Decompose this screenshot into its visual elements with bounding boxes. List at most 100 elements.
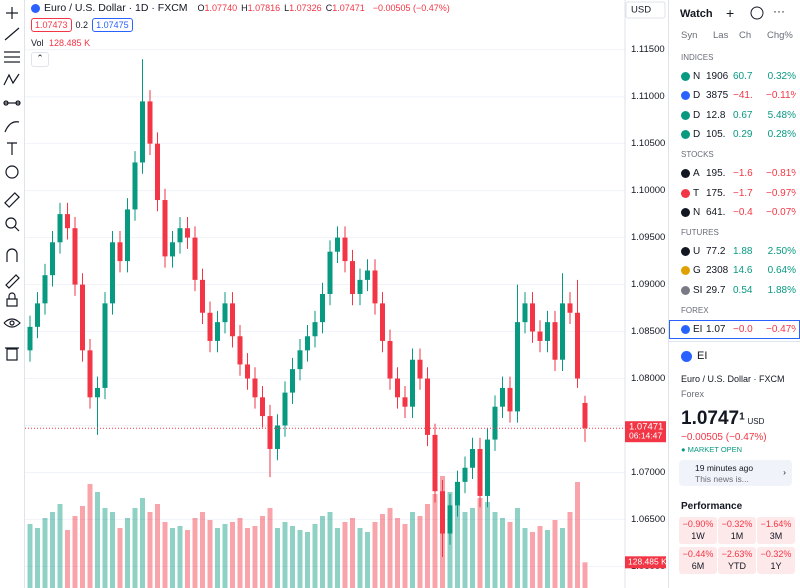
- change-percent: −0.97%: [766, 187, 796, 199]
- volume-bar: [177, 526, 183, 588]
- legend-row: Euro / U.S. Dollar · 1D · FXCM O1.07740 H…: [31, 2, 450, 14]
- prediction-tool[interactable]: [3, 100, 21, 106]
- volume-bar: [27, 524, 33, 588]
- candle-body: [335, 237, 340, 252]
- pattern-tool[interactable]: [3, 73, 20, 86]
- watchlist-title[interactable]: Watch: [680, 8, 713, 20]
- last-price-badge: [625, 421, 666, 443]
- volume-bar: [155, 504, 160, 588]
- volume-bar: [110, 512, 115, 588]
- watchlist-row[interactable]: A 195. −1.6 −0.81%: [669, 164, 800, 183]
- watchlist-row[interactable]: D 105. 0.29 0.28%: [669, 125, 800, 144]
- volume-bar: [65, 530, 70, 588]
- trendline-tool[interactable]: [4, 27, 20, 41]
- symbol-icon: [681, 207, 690, 217]
- section-label: FUTURES: [681, 228, 719, 238]
- candle-body: [27, 326, 33, 351]
- symbol: D: [693, 90, 701, 102]
- watchlist-row[interactable]: SI 29.7 0.54 1.88%: [669, 281, 800, 300]
- buy-button[interactable]: 1.07475: [92, 18, 133, 32]
- volume-bar: [290, 526, 295, 588]
- magnet-tool[interactable]: [6, 248, 18, 262]
- brush-tool[interactable]: [4, 121, 20, 133]
- candle-body: [522, 303, 528, 323]
- watchlist-row[interactable]: N 1906 60.7 0.32%: [669, 67, 800, 86]
- visibility-tool[interactable]: [3, 318, 21, 328]
- volume-bar: [140, 498, 145, 588]
- watchlist-row[interactable]: T 175. −1.7 −0.97%: [669, 184, 800, 203]
- candle-body: [110, 242, 115, 304]
- candle-body: [500, 387, 505, 407]
- candle-body: [575, 312, 580, 379]
- watchlist-row[interactable]: D 12.8 0.67 5.48%: [669, 106, 800, 125]
- symbol-icon: [681, 129, 690, 139]
- volume-value: 128.485 K: [49, 38, 91, 48]
- change-percent: 5.48%: [767, 109, 796, 121]
- change: 1.88: [733, 246, 753, 258]
- candle-body: [560, 303, 565, 360]
- performance-period: 3M: [769, 531, 783, 541]
- candle-body: [492, 406, 498, 440]
- sell-button[interactable]: 1.07473: [31, 18, 72, 32]
- candle-body: [72, 228, 78, 285]
- zoom-tool[interactable]: [5, 217, 20, 232]
- symbol-icon: [681, 72, 690, 81]
- y-tick-label: 1.06500: [631, 514, 665, 525]
- symbol: D: [693, 109, 701, 121]
- change-percent: 2.50%: [767, 246, 796, 258]
- price-change: −0.00505 (−0.47%): [372, 3, 450, 13]
- symbol: SI: [693, 284, 703, 296]
- column-header: Ch: [739, 30, 752, 41]
- candle-body: [365, 270, 370, 280]
- candle-body: [582, 402, 588, 429]
- candle-body: [267, 416, 273, 449]
- add-symbol-button[interactable]: +: [726, 5, 735, 21]
- last: 12.8: [706, 109, 726, 121]
- measure-tool[interactable]: [4, 192, 20, 208]
- volume-bar: [260, 516, 265, 588]
- volume-bar: [530, 532, 535, 588]
- ohlc-label: C: [325, 3, 333, 13]
- candle-body: [140, 101, 145, 163]
- volume-bar: [372, 522, 378, 588]
- lock-tool[interactable]: [6, 292, 18, 307]
- volume-bar: [432, 494, 438, 588]
- watchlist-row[interactable]: U 77.2 1.88 2.50%: [669, 242, 800, 261]
- delete-tool[interactable]: [5, 347, 19, 361]
- volume-bar: [80, 506, 85, 588]
- change: −0.0: [733, 324, 753, 335]
- more-button[interactable]: ···: [773, 4, 785, 18]
- spread: 0.2: [75, 20, 89, 30]
- y-tick-label: 1.09000: [631, 279, 665, 290]
- symbol-icon: [681, 247, 690, 257]
- candle-body: [417, 359, 423, 379]
- text-tool[interactable]: [7, 142, 17, 155]
- details-price-sup: 1: [739, 411, 745, 423]
- currency-button[interactable]: [625, 1, 666, 19]
- crosshair-tool[interactable]: [6, 7, 18, 19]
- watchlist-row[interactable]: N 641. −0.4 −0.07%: [669, 203, 800, 222]
- volume-badge: [625, 556, 666, 569]
- volume-bar: [365, 532, 370, 588]
- details-name: Euro / U.S. Dollar: [681, 374, 752, 384]
- collapse-button[interactable]: ⌃: [31, 52, 49, 67]
- fib-tool[interactable]: [4, 51, 20, 63]
- volume-bar: [282, 522, 288, 588]
- volume-bar: [125, 518, 130, 588]
- candle-body: [447, 505, 453, 534]
- change-percent: −0.81%: [766, 168, 796, 180]
- performance-cell: −0.32% 1M: [718, 517, 756, 544]
- icon-tool[interactable]: [5, 165, 19, 179]
- volume-bar: [395, 518, 400, 588]
- watchlist-row[interactable]: G 2308 14.6 0.64%: [669, 261, 800, 280]
- lock-drawing-tool[interactable]: [5, 274, 20, 289]
- candle-body: [245, 364, 250, 379]
- volume-bar: [567, 512, 573, 588]
- watchlist-row[interactable]: EI1.07 −0.0 −0.47%: [669, 320, 800, 339]
- y-tick-label: 1.11000: [631, 91, 665, 102]
- alerts-button[interactable]: [749, 5, 765, 21]
- change: 0.67: [733, 109, 753, 121]
- news-card[interactable]: 19 minutes ago This news is... ›: [679, 460, 792, 486]
- watchlist-row[interactable]: D 3875 −41. −0.11%: [669, 86, 800, 105]
- change-percent: −0.11%: [766, 90, 796, 102]
